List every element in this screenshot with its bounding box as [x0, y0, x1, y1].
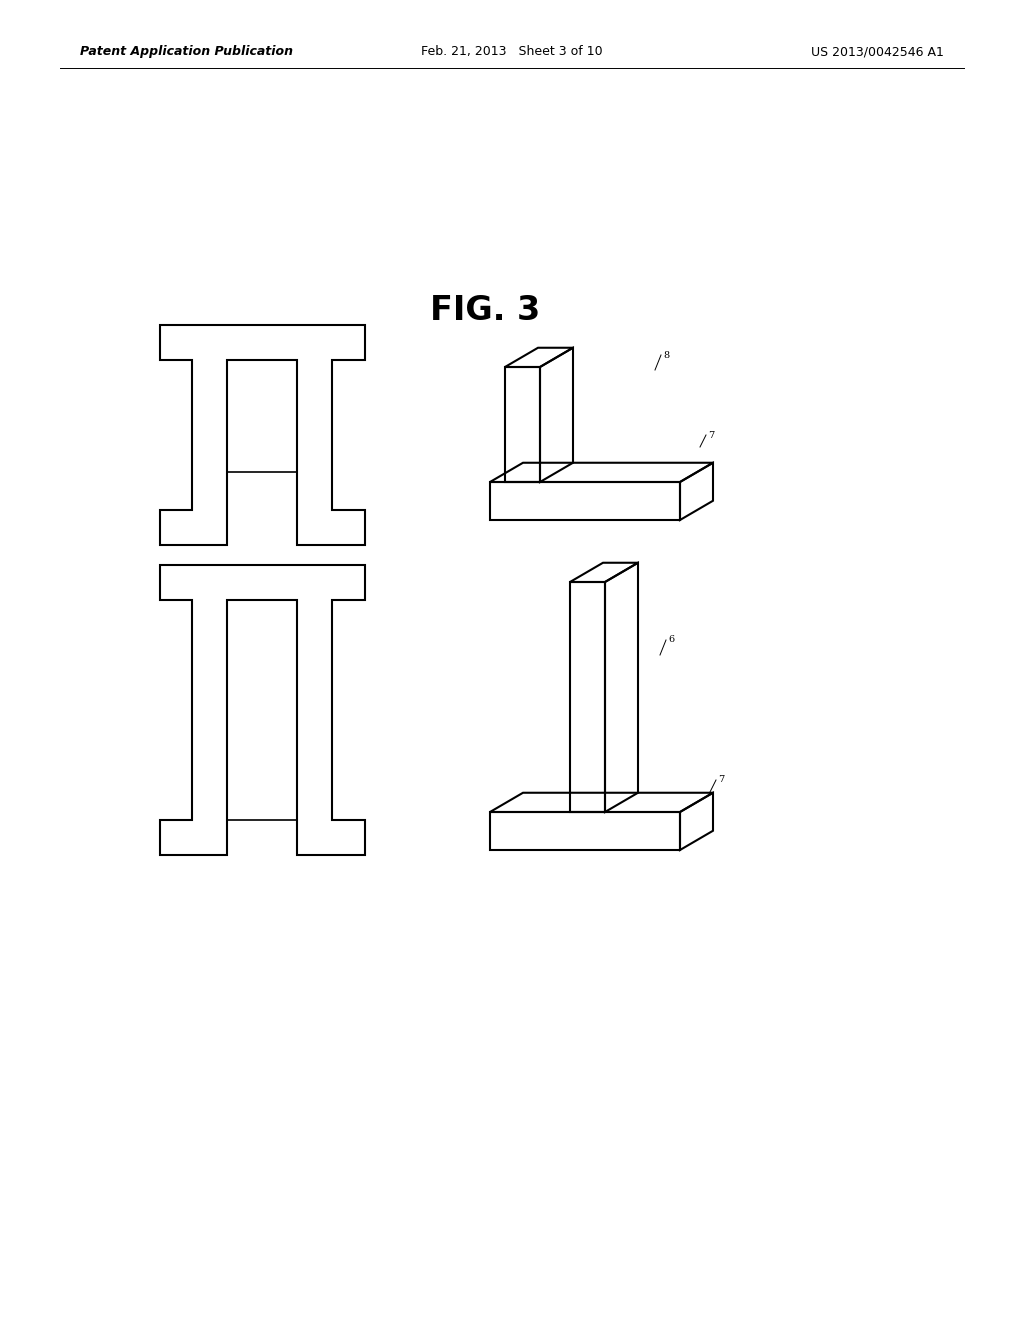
- Text: 6: 6: [668, 635, 674, 644]
- Text: US 2013/0042546 A1: US 2013/0042546 A1: [811, 45, 944, 58]
- Text: 8: 8: [663, 351, 669, 359]
- Text: Patent Application Publication: Patent Application Publication: [80, 45, 293, 58]
- Text: 7: 7: [718, 776, 724, 784]
- Text: Feb. 21, 2013   Sheet 3 of 10: Feb. 21, 2013 Sheet 3 of 10: [421, 45, 603, 58]
- Text: FIG. 3: FIG. 3: [430, 293, 541, 326]
- Text: 7: 7: [708, 430, 715, 440]
